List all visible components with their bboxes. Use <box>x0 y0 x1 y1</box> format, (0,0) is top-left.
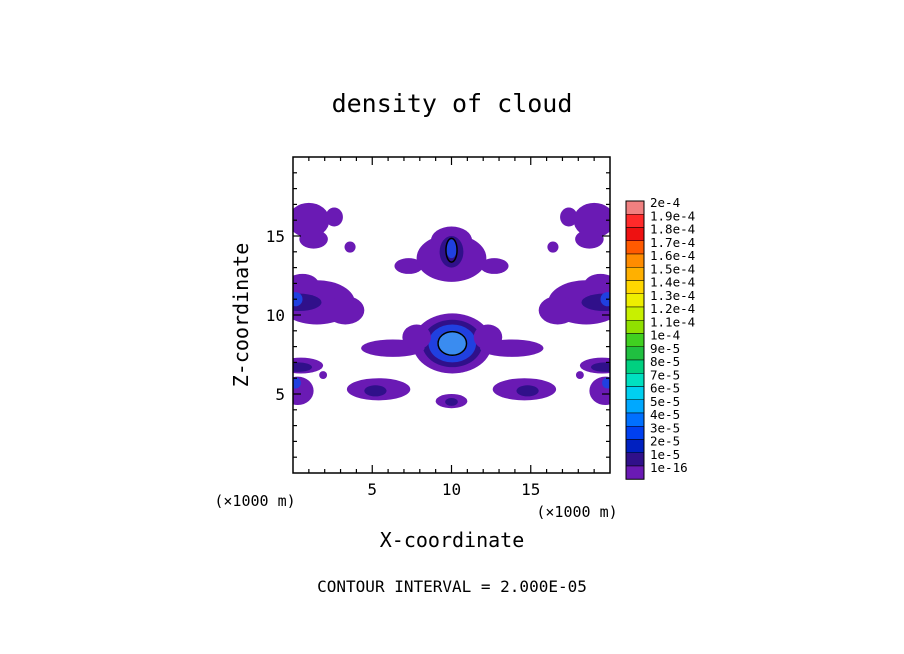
density-patch <box>293 362 313 372</box>
colorbar-label: 2e-5 <box>650 434 680 449</box>
density-patch <box>480 258 509 274</box>
colorbar-swatch <box>625 412 645 427</box>
density-patch <box>299 229 328 249</box>
density-patch <box>560 207 578 227</box>
density-patch <box>602 377 610 389</box>
colorbar-label: 1.9e-4 <box>650 208 695 223</box>
x-tick-label: 10 <box>442 480 461 499</box>
colorbar-swatch <box>625 333 645 347</box>
colorbar-swatch <box>625 399 645 414</box>
colorbar-label: 1.7e-4 <box>650 235 695 250</box>
colorbar-label: 1.1e-4 <box>650 314 695 329</box>
colorbar-swatch <box>625 227 645 241</box>
density-patch <box>584 273 610 293</box>
contour-interval-note: CONTOUR INTERVAL = 2.000E-05 <box>317 577 587 596</box>
colorbar-label: 1.2e-4 <box>650 301 695 316</box>
colorbar-swatch <box>625 373 645 387</box>
colorbar-swatch <box>625 253 645 268</box>
density-patch <box>445 239 458 259</box>
density-patch <box>516 385 539 397</box>
colorbar-swatch <box>625 320 645 334</box>
density-patch <box>293 202 330 238</box>
colorbar-label: 1e-16 <box>650 460 688 475</box>
density-patch <box>473 324 503 350</box>
density-patch <box>402 324 431 350</box>
colorbar-swatch <box>625 293 645 308</box>
colorbar-swatch <box>625 267 645 281</box>
colorbar-label: 1e-5 <box>650 447 680 462</box>
density-patch <box>573 202 610 238</box>
colorbar-swatch <box>625 439 645 453</box>
x-unit-label: (×1000 m) <box>214 492 295 510</box>
chart-title: density of cloud <box>332 89 573 118</box>
density-patch <box>600 292 610 307</box>
x-tick-label: 5 <box>367 480 377 499</box>
density-patch <box>293 292 303 307</box>
colorbar-swatch <box>625 200 645 215</box>
contour-line <box>445 237 458 263</box>
colorbar-label: 4e-5 <box>650 407 680 422</box>
x-axis-label: X-coordinate <box>380 528 525 552</box>
y-tick-label: 5 <box>275 385 285 404</box>
density-patch <box>590 362 610 372</box>
colorbar-label: 7e-5 <box>650 367 680 382</box>
colorbar-legend: 2e-41.9e-41.8e-41.7e-41.6e-41.5e-41.4e-4… <box>625 195 695 480</box>
density-patch <box>319 371 328 379</box>
colorbar-swatch <box>625 240 645 255</box>
colorbar-label: 1.6e-4 <box>650 248 695 263</box>
contour-line <box>437 330 468 357</box>
density-patch <box>293 377 301 389</box>
colorbar-swatch <box>625 426 645 440</box>
colorbar-label: 1e-4 <box>650 328 680 343</box>
density-patch <box>293 273 319 293</box>
density-patch <box>394 258 423 274</box>
density-patch <box>445 397 458 406</box>
axis-ticks <box>293 157 610 473</box>
density-patch <box>575 229 604 249</box>
colorbar-frame <box>625 200 645 480</box>
colorbar-label: 1.4e-4 <box>650 275 695 290</box>
density-patch <box>326 296 365 325</box>
x-tick-label: 15 <box>521 480 540 499</box>
colorbar-swatch <box>625 280 645 294</box>
density-patch <box>325 207 343 227</box>
z-unit-label: (×1000 m) <box>536 503 617 521</box>
y-tick-label: 10 <box>266 306 285 325</box>
colorbar-label: 3e-5 <box>650 420 680 435</box>
cloud-density-field <box>293 202 610 409</box>
colorbar-swatch <box>625 214 645 228</box>
density-patch <box>538 296 577 325</box>
colorbar-label: 9e-5 <box>650 341 680 356</box>
colorbar-label: 6e-5 <box>650 381 680 396</box>
density-patch <box>547 241 559 253</box>
colorbar-label: 1.8e-4 <box>650 222 695 237</box>
y-tick-label: 15 <box>266 227 285 246</box>
colorbar-label: 8e-5 <box>650 354 680 369</box>
colorbar-swatch <box>625 386 645 400</box>
axis-tick-labels: 5 10 15 5 10 15 <box>266 227 541 499</box>
contour-lines <box>437 237 468 357</box>
colorbar-label: 5e-5 <box>650 394 680 409</box>
y-axis-label: Z-coordinate <box>229 243 253 388</box>
colorbar-swatch <box>625 346 645 361</box>
colorbar-swatch <box>625 452 645 467</box>
density-patch <box>437 330 468 357</box>
colorbar-label: 1.3e-4 <box>650 288 695 303</box>
colorbar-swatch <box>625 465 645 480</box>
colorbar-label: 1.5e-4 <box>650 261 695 276</box>
density-patch <box>575 371 584 379</box>
colorbar-swatch <box>625 306 645 321</box>
colorbar-swatch <box>625 359 645 374</box>
colorbar-label: 2e-4 <box>650 195 680 210</box>
density-patch <box>344 241 356 253</box>
density-patch <box>364 385 387 397</box>
